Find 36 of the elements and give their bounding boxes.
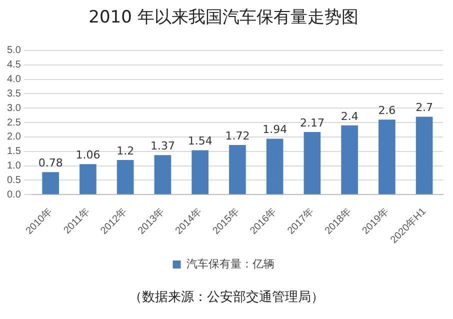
bar <box>192 150 208 194</box>
legend-label: 汽车保有量：亿辆 <box>186 258 274 271</box>
bar <box>116 160 134 194</box>
data-label: 1.06 <box>76 148 100 162</box>
data-label: 2.17 <box>300 116 324 130</box>
bar <box>229 145 246 194</box>
data-label: 2.4 <box>340 110 358 123</box>
data-label: 0.78 <box>38 156 63 170</box>
bar <box>304 132 321 194</box>
y-tick-label: 2.5 <box>6 117 22 128</box>
y-tick-label: 0.5 <box>6 174 22 186</box>
data-label: 1.72 <box>225 129 250 142</box>
data-label: 1.94 <box>262 123 288 136</box>
y-tick-label: 1.0 <box>6 160 22 172</box>
y-tick-label: 2.0 <box>6 132 22 143</box>
y-tick-label: 0.0 <box>6 189 22 200</box>
bar <box>42 172 59 194</box>
bar <box>80 164 96 194</box>
y-tick-label: 3.5 <box>6 88 22 100</box>
bar <box>341 125 358 194</box>
data-label: 1.2 <box>116 144 134 158</box>
y-tick-label: 1.5 <box>6 146 22 158</box>
text: （数据来源：公安部交通管理局） <box>128 289 325 306</box>
bar <box>266 138 284 194</box>
data-label: 2.7 <box>416 101 434 114</box>
y-tick-label: 4.0 <box>6 74 22 86</box>
bar <box>154 155 172 194</box>
data-label: 1.54 <box>188 134 212 148</box>
y-tick-label: 5.0 <box>6 45 22 56</box>
y-tick-label: 4.5 <box>6 60 22 71</box>
bar <box>378 120 396 194</box>
bar <box>416 116 433 194</box>
chart-title: 2010 年以来我国汽车保有量走势图 <box>88 8 358 28</box>
data-label: 1.37 <box>150 140 175 152</box>
y-tick-label: 3.0 <box>6 102 22 114</box>
data-label: 2.6 <box>378 104 396 118</box>
